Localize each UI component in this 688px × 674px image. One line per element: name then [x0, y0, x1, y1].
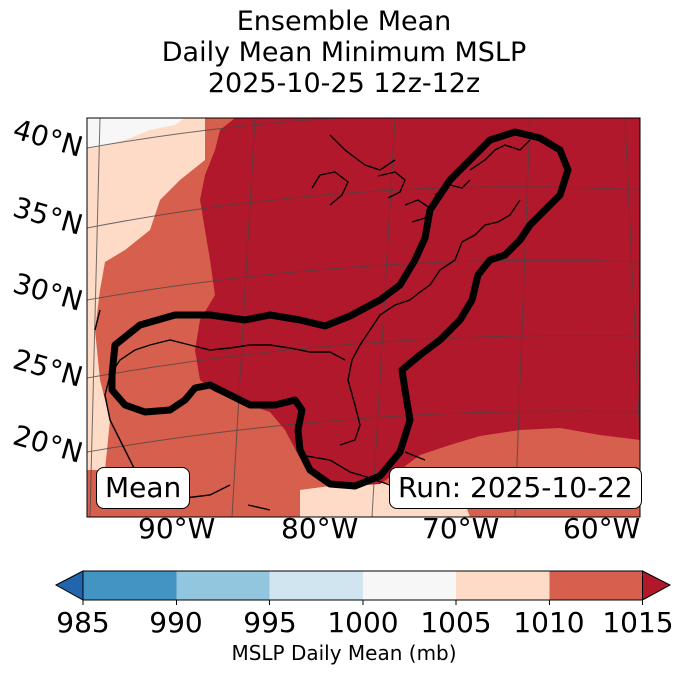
mean-label: Mean — [96, 467, 191, 509]
colorbar-tick-985: 985 — [56, 606, 110, 639]
colorbar-tick-1000: 1000 — [327, 606, 399, 639]
colorbar-segment-1005-1010 — [456, 571, 550, 600]
colorbar-tick-1010: 1010 — [513, 606, 585, 639]
field-above-1015 — [195, 118, 640, 486]
colorbar-segment-995-1000 — [269, 571, 363, 600]
lon-label-60w: 60°W — [563, 512, 641, 545]
run-date-label: Run: 2025-10-22 — [389, 467, 642, 509]
colorbar-segment-1000-1005 — [363, 571, 456, 600]
colorbar-tick-1015: 1015 — [602, 606, 674, 639]
colorbar-tick-990: 990 — [149, 606, 203, 639]
colorbar-tick-1005: 1005 — [420, 606, 492, 639]
colorbar-tick-995: 995 — [243, 606, 297, 639]
colorbar-segment-1010-1015 — [549, 571, 643, 600]
field-1005-1010 — [87, 118, 205, 470]
map-frame — [86, 117, 641, 518]
title-line-1: Ensemble Mean — [236, 6, 452, 37]
mslp-contour — [108, 128, 572, 490]
title-line-2: Daily Mean Minimum MSLP — [161, 37, 527, 68]
title-line-3: 2025-10-25 12z-12z — [207, 68, 481, 99]
lon-label-80w: 80°W — [281, 512, 359, 545]
colorbar-extend-low — [54, 570, 84, 601]
colorbar-segment-990-995 — [176, 571, 270, 600]
colorbar-title: MSLP Daily Mean (mb) — [231, 641, 457, 665]
field-1000-1005 — [87, 118, 185, 148]
map-title: Ensemble Mean Daily Mean Minimum MSLP 20… — [0, 6, 688, 99]
colorbar-extend-high — [642, 570, 672, 601]
colorbar-segment-985-990 — [83, 571, 177, 600]
lon-label-90w: 90°W — [138, 512, 216, 545]
lon-label-70w: 70°W — [422, 512, 500, 545]
